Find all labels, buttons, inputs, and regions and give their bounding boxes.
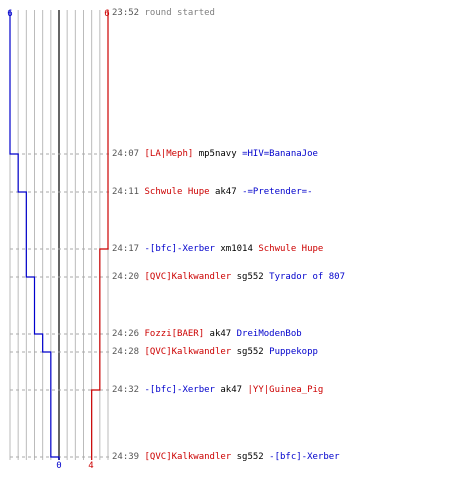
- event-time: 24:17: [112, 244, 145, 254]
- event-weapon: sg552: [231, 347, 270, 357]
- red-team-line: [91, 10, 109, 460]
- chart-grid: [9, 10, 109, 460]
- event-weapon: sg552: [231, 452, 270, 462]
- event-row: 24:20 [QVC]Kalkwandler sg552 Tyrador of …: [112, 272, 345, 282]
- event-row: 24:32 -[bfc]-Xerber ak47 |YY|Guinea_Pig: [112, 385, 323, 395]
- red-start-count-label: 6: [104, 9, 109, 19]
- event-dashed-lines: [10, 153, 110, 458]
- event-killer: [QVC]Kalkwandler: [144, 347, 232, 357]
- event-weapon: ak47: [204, 329, 237, 339]
- event-row: 24:11 Schwule Hupe ak47 -=Pretender=-: [112, 187, 313, 197]
- team-lines: [9, 10, 109, 460]
- event-time: 24:11: [112, 187, 145, 197]
- event-time: 24:07: [112, 149, 145, 159]
- event-message: round started: [144, 8, 215, 18]
- event-victim: Schwule Hupe: [258, 244, 324, 254]
- event-weapon: mp5navy: [193, 149, 243, 159]
- event-time: 24:32: [112, 385, 145, 395]
- event-weapon: sg552: [231, 272, 270, 282]
- event-killer: [LA|Meph]: [144, 149, 194, 159]
- event-time: 24:20: [112, 272, 145, 282]
- event-victim: =HIV=BananaJoe: [242, 149, 318, 159]
- event-row: 24:28 [QVC]Kalkwandler sg552 Puppekopp: [112, 347, 318, 357]
- event-victim: -=Pretender=-: [242, 187, 313, 197]
- event-time: 23:52: [112, 8, 145, 18]
- event-killer: -[bfc]-Xerber: [144, 244, 215, 254]
- blue-start-count-label: 6: [7, 9, 12, 19]
- event-victim: DreiModenBob: [236, 329, 302, 339]
- event-row: 23:52 round started: [112, 8, 215, 18]
- event-row: 24:39 [QVC]Kalkwandler sg552 -[bfc]-Xerb…: [112, 452, 340, 462]
- event-killer: [QVC]Kalkwandler: [144, 452, 232, 462]
- event-killer: -[bfc]-Xerber: [144, 385, 215, 395]
- event-victim: Tyrador of 807: [269, 272, 346, 282]
- blue-team-line: [9, 10, 60, 460]
- event-killer: Fozzi[BAER]: [144, 329, 205, 339]
- event-victim: |YY|Guinea_Pig: [247, 385, 324, 395]
- event-weapon: ak47: [209, 187, 243, 197]
- event-weapon: xm1014: [214, 244, 259, 254]
- event-time: 24:28: [112, 347, 145, 357]
- event-time: 24:39: [112, 452, 145, 462]
- red-end-count-label: 4: [88, 461, 93, 471]
- event-killer: Schwule Hupe: [144, 187, 210, 197]
- event-row: 24:17 -[bfc]-Xerber xm1014 Schwule Hupe: [112, 244, 323, 254]
- event-time: 24:26: [112, 329, 145, 339]
- event-row: 24:07 [LA|Meph] mp5navy =HIV=BananaJoe: [112, 149, 318, 159]
- event-victim: Puppekopp: [269, 347, 318, 357]
- event-victim: -[bfc]-Xerber: [269, 452, 340, 462]
- event-row: 24:26 Fozzi[BAER] ak47 DreiModenBob: [112, 329, 302, 339]
- blue-end-count-label: 0: [56, 461, 61, 471]
- event-killer: [QVC]Kalkwandler: [144, 272, 232, 282]
- event-weapon: ak47: [214, 385, 248, 395]
